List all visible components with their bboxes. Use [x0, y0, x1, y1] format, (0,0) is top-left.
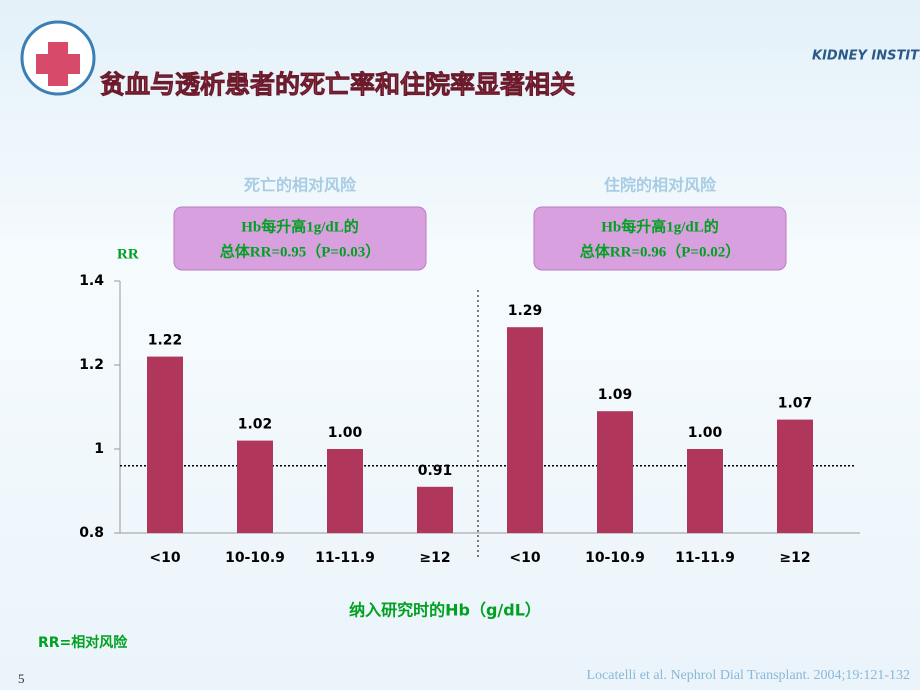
- bar: [777, 419, 813, 533]
- value-label: 1.00: [328, 425, 363, 441]
- x-tick-label: 10-10.9: [585, 550, 645, 566]
- value-label: 1.00: [688, 425, 723, 441]
- x-tick-label: <10: [509, 550, 540, 566]
- value-label: 0.91: [418, 463, 453, 479]
- bar: [327, 449, 363, 533]
- value-label: 1.02: [238, 417, 273, 433]
- note-text: 总体RR=0.96（P=0.02）: [580, 242, 740, 260]
- note-text: 总体RR=0.95（P=0.03）: [220, 242, 380, 260]
- citation: Locatelli et al. Nephrol Dial Transplant…: [586, 668, 910, 683]
- note-text: Hb每升高1g/dL的: [241, 217, 359, 235]
- value-label: 1.29: [508, 303, 543, 319]
- footnote: RR=相对风险: [38, 634, 128, 651]
- bar: [237, 440, 273, 533]
- x-tick-label: ≥12: [779, 550, 810, 566]
- bar: [147, 356, 183, 533]
- x-tick-label: 10-10.9: [225, 550, 285, 566]
- bar: [507, 327, 543, 533]
- note-text: Hb每升高1g/dL的: [601, 217, 719, 235]
- slide-title: 贫血与透析患者的死亡率和住院率显著相关: [100, 70, 575, 99]
- note-box: [533, 206, 787, 271]
- y-tick-label: 1.4: [79, 273, 104, 289]
- y-tick-label: 0.8: [79, 525, 104, 541]
- y-axis-label: RR: [117, 246, 139, 262]
- x-tick-label: <10: [149, 550, 180, 566]
- bar: [687, 449, 723, 533]
- y-tick-label: 1: [94, 441, 104, 457]
- y-tick-label: 1.2: [79, 357, 104, 373]
- note-box: [173, 206, 427, 271]
- kidney-logo: KIDNEY INSTITUTE: [812, 49, 920, 64]
- group-label: 住院的相对风险: [604, 176, 717, 195]
- value-label: 1.22: [148, 333, 183, 349]
- bar: [417, 486, 453, 533]
- page-number: 5: [18, 671, 25, 686]
- x-tick-label: ≥12: [419, 550, 450, 566]
- x-tick-label: 11-11.9: [675, 550, 735, 566]
- x-tick-label: 11-11.9: [315, 550, 375, 566]
- x-axis-label: 纳入研究时的Hb（g/dL）: [349, 601, 541, 620]
- value-label: 1.07: [778, 396, 813, 412]
- logo-cross: [36, 42, 80, 86]
- value-label: 1.09: [598, 387, 633, 403]
- group-label: 死亡的相对风险: [244, 176, 357, 195]
- bar: [597, 411, 633, 533]
